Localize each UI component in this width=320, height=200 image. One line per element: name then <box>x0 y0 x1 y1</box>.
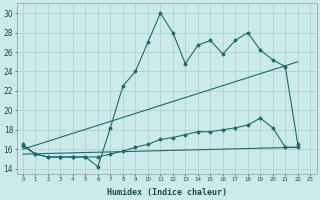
X-axis label: Humidex (Indice chaleur): Humidex (Indice chaleur) <box>107 188 227 197</box>
